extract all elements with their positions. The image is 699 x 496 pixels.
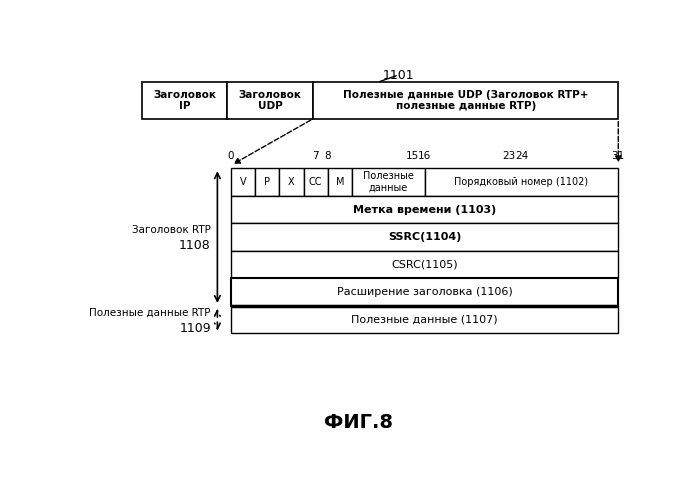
Text: Полезные данные RTP: Полезные данные RTP <box>89 308 211 318</box>
Text: CSRC(1105): CSRC(1105) <box>391 259 458 270</box>
Bar <box>303 168 328 196</box>
Text: ФИГ.8: ФИГ.8 <box>324 413 393 432</box>
Bar <box>231 306 618 333</box>
Text: 16: 16 <box>418 151 431 162</box>
Bar <box>280 168 303 196</box>
Bar <box>231 251 618 278</box>
Text: M: M <box>336 177 344 187</box>
Bar <box>328 168 352 196</box>
Text: 8: 8 <box>324 151 331 162</box>
Bar <box>231 196 618 223</box>
Bar <box>231 168 255 196</box>
Text: X: X <box>288 177 295 187</box>
Text: 1101: 1101 <box>383 69 415 82</box>
Text: Заголовок
IP: Заголовок IP <box>153 90 216 112</box>
Text: 15: 15 <box>406 151 419 162</box>
Text: Порядковый номер (1102): Порядковый номер (1102) <box>454 177 589 187</box>
Bar <box>352 168 424 196</box>
Text: Метка времени (1103): Метка времени (1103) <box>353 205 496 215</box>
Text: 0: 0 <box>228 151 234 162</box>
Bar <box>231 278 618 306</box>
Bar <box>313 82 618 119</box>
Text: CC: CC <box>309 177 322 187</box>
Bar <box>227 82 313 119</box>
Text: V: V <box>240 177 246 187</box>
Text: Заголовок RTP: Заголовок RTP <box>132 225 211 235</box>
Bar <box>424 168 618 196</box>
Text: Полезные данные (1107): Полезные данные (1107) <box>352 314 498 324</box>
Bar <box>255 168 280 196</box>
Text: 24: 24 <box>514 151 528 162</box>
Text: 1108: 1108 <box>179 239 211 252</box>
Text: Полезные данные UDP (Заголовок RTP+
полезные данные RTP): Полезные данные UDP (Заголовок RTP+ поле… <box>343 90 589 112</box>
Text: Заголовок
UDP: Заголовок UDP <box>239 90 302 112</box>
Text: 31: 31 <box>612 151 625 162</box>
Text: Расширение заголовка (1106): Расширение заголовка (1106) <box>337 287 512 297</box>
Text: P: P <box>264 177 271 187</box>
Bar <box>231 223 618 251</box>
Text: 7: 7 <box>312 151 319 162</box>
Bar <box>141 82 227 119</box>
Text: SSRC(1104): SSRC(1104) <box>388 232 461 242</box>
Text: 23: 23 <box>503 151 516 162</box>
Text: Полезные
данные: Полезные данные <box>363 171 414 193</box>
Text: 1109: 1109 <box>179 321 211 334</box>
